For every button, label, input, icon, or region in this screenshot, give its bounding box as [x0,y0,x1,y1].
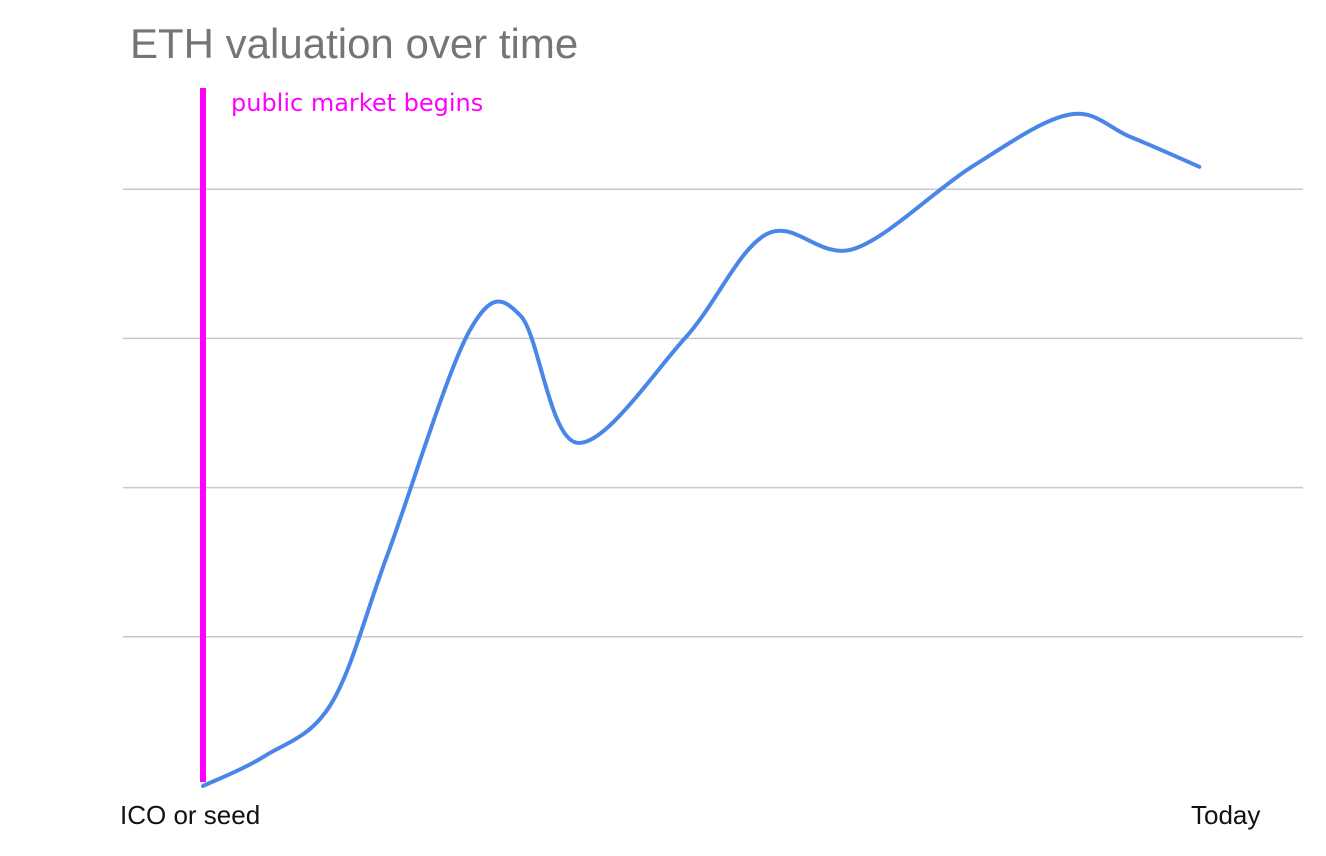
x-tick-label-end: Today [1191,800,1261,830]
x-tick-label-start: ICO or seed [120,800,261,830]
series-line-0 [201,111,1202,788]
chart-title: ETH valuation over time [130,20,579,67]
grid-lines [123,188,1303,638]
annotation-label: public market begins [231,89,484,117]
series-lines [201,111,1202,788]
